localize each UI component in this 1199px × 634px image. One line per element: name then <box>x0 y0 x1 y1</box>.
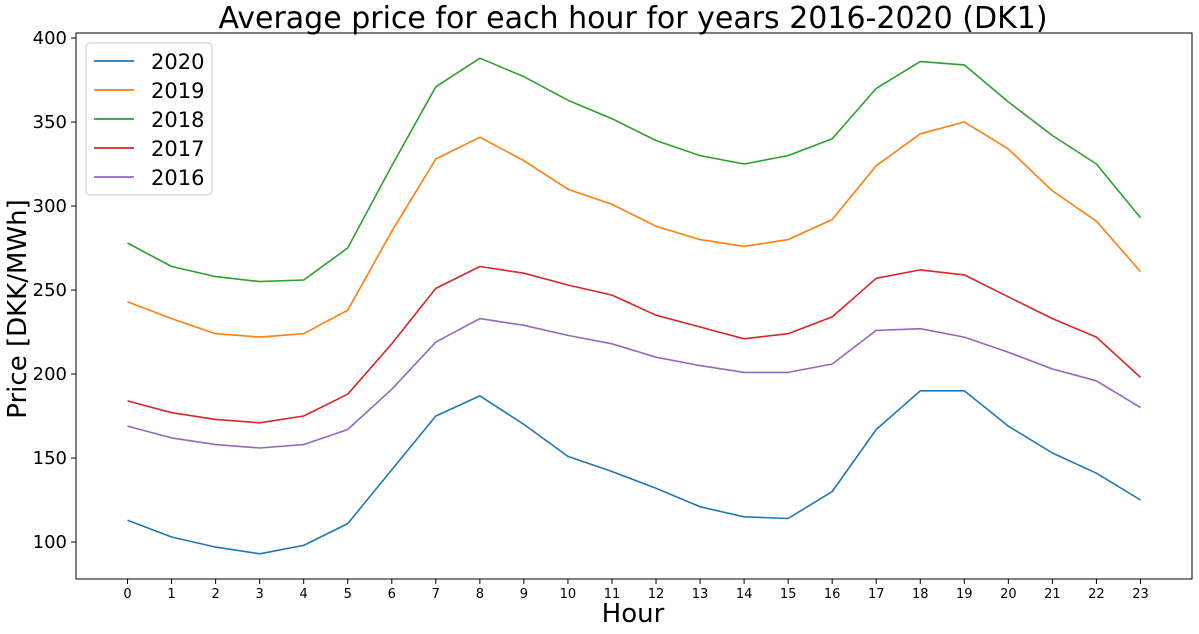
x-tick-label: 23 <box>1132 587 1149 602</box>
series-line-2018 <box>127 57 1142 283</box>
x-tick-label: 5 <box>344 587 352 602</box>
y-tick-label: 250 <box>33 280 67 301</box>
chart-title: Average price for each hour for years 20… <box>218 1 1047 36</box>
x-tick-label: 18 <box>912 587 929 602</box>
x-tick-label: 3 <box>256 587 264 602</box>
y-tick-label: 150 <box>33 448 67 469</box>
x-tick-label: 21 <box>1044 587 1061 602</box>
y-axis-label: Price [DKK/MWh] <box>3 199 33 418</box>
x-tick-label: 9 <box>520 587 528 602</box>
x-tick-label: 11 <box>604 587 621 602</box>
y-tick-label: 400 <box>33 28 67 49</box>
y-tick-label: 100 <box>33 532 67 553</box>
legend: 2020 2019 2018 2017 2016 <box>85 42 213 196</box>
plot-frame <box>75 32 1193 580</box>
x-tick-label: 13 <box>692 587 709 602</box>
legend-label: 2016 <box>151 166 204 190</box>
x-tick-label: 8 <box>476 587 484 602</box>
x-tick-label: 17 <box>868 587 885 602</box>
legend-box <box>85 42 213 196</box>
y-tick-label: 300 <box>33 196 67 217</box>
legend-label: 2017 <box>151 137 204 161</box>
series-line-2017 <box>127 265 1142 424</box>
legend-label: 2018 <box>151 108 204 132</box>
x-tick-label: 7 <box>432 587 440 602</box>
legend-label: 2020 <box>151 50 204 74</box>
x-tick-label: 22 <box>1088 587 1105 602</box>
x-axis-label: Hour <box>602 599 665 629</box>
x-tick-label: 2 <box>211 587 219 602</box>
x-tick-label: 0 <box>123 587 131 602</box>
x-tick-label: 6 <box>388 587 396 602</box>
y-tick-label: 350 <box>33 112 67 133</box>
x-tick-label: 20 <box>1000 587 1017 602</box>
x-tick-label: 12 <box>648 587 665 602</box>
series-line-2019 <box>127 121 1142 338</box>
x-tick-label: 15 <box>780 587 797 602</box>
x-tick-label: 16 <box>824 587 841 602</box>
x-tick-label: 19 <box>956 587 973 602</box>
x-tick-label: 4 <box>300 587 308 602</box>
series-line-2020 <box>127 389 1141 555</box>
x-tick-label: 14 <box>736 587 753 602</box>
legend-label: 2019 <box>151 79 204 103</box>
series-line-2016 <box>127 317 1141 449</box>
x-tick-label: 1 <box>167 587 175 602</box>
y-tick-label: 200 <box>33 364 67 385</box>
x-tick-label: 10 <box>560 587 577 602</box>
